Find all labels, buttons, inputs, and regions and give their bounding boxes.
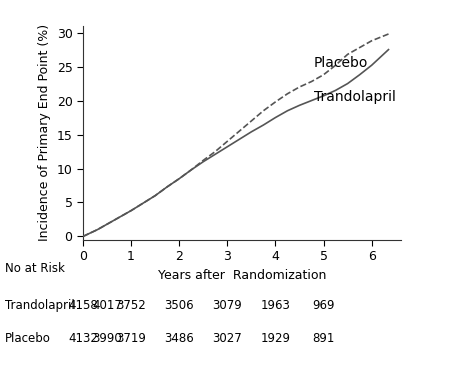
Text: Trandolapril: Trandolapril — [314, 90, 396, 104]
Text: 3752: 3752 — [116, 299, 146, 312]
Text: No at Risk: No at Risk — [5, 262, 64, 275]
Text: 3719: 3719 — [116, 332, 146, 345]
Text: 969: 969 — [312, 299, 335, 312]
Text: Trandolapril: Trandolapril — [5, 299, 74, 312]
Text: Placebo: Placebo — [5, 332, 51, 345]
Text: 1963: 1963 — [261, 299, 291, 312]
Text: 3027: 3027 — [212, 332, 242, 345]
Text: 3486: 3486 — [164, 332, 194, 345]
Text: 3506: 3506 — [164, 299, 194, 312]
Text: 4017: 4017 — [92, 299, 122, 312]
Text: 891: 891 — [312, 332, 335, 345]
Text: Placebo: Placebo — [314, 56, 368, 70]
Text: 4158: 4158 — [68, 299, 98, 312]
X-axis label: Years after  Randomization: Years after Randomization — [157, 269, 326, 282]
Text: 3990: 3990 — [92, 332, 122, 345]
Text: 3079: 3079 — [212, 299, 242, 312]
Y-axis label: Incidence of Primary End Point (%): Incidence of Primary End Point (%) — [38, 24, 51, 241]
Text: 1929: 1929 — [260, 332, 291, 345]
Text: 4132: 4132 — [68, 332, 98, 345]
